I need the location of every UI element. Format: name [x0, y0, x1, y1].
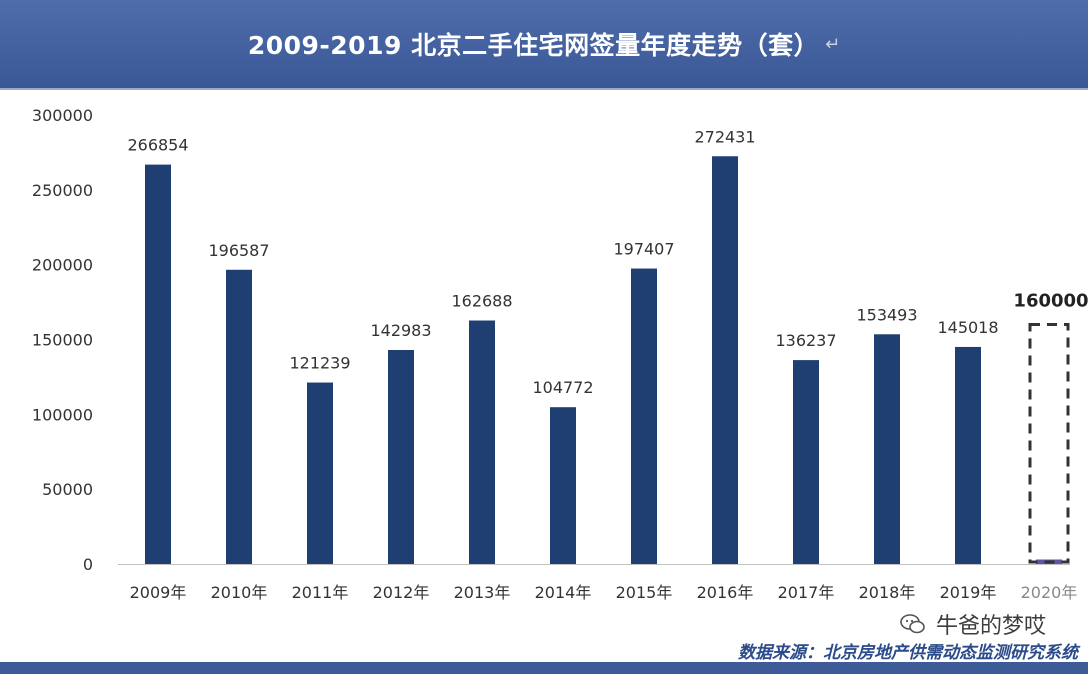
- data-label: 153493: [856, 305, 917, 324]
- data-source: 数据来源：北京房地产供需动态监测研究系统: [738, 643, 1078, 663]
- bar: [550, 407, 576, 564]
- forecast-box: [1028, 323, 1070, 564]
- y-tick-label: 150000: [32, 331, 93, 350]
- x-tick-label: 2015年: [616, 583, 673, 602]
- x-tick-label: 2012年: [373, 583, 430, 602]
- data-label: 197407: [613, 240, 674, 259]
- x-tick-label: 2013年: [454, 583, 511, 602]
- y-tick-label: 0: [83, 555, 93, 574]
- bar: [793, 360, 819, 564]
- watermark: 牛爸的梦哎: [900, 608, 1046, 640]
- watermark-text: 牛爸的梦哎: [936, 614, 1047, 639]
- x-tick-label: 2011年: [292, 583, 349, 602]
- return-mark-icon: ↵: [825, 33, 841, 55]
- data-label: 272431: [694, 127, 755, 146]
- x-tick-label: 2016年: [697, 583, 754, 602]
- x-tick-label: 2020年: [1021, 583, 1078, 602]
- data-label: 162688: [451, 292, 512, 311]
- y-tick-label: 250000: [32, 181, 93, 200]
- bar: [874, 334, 900, 564]
- footer-bar: [0, 662, 1088, 674]
- bar: [145, 164, 171, 564]
- bar: [469, 320, 495, 564]
- x-tick-label: 2018年: [859, 583, 916, 602]
- data-label: 104772: [532, 378, 593, 397]
- data-label: 142983: [370, 321, 431, 340]
- bar: [631, 268, 657, 564]
- bar-chart: 0 50000 100000 150000 200000 250000 300000 2668…: [32, 106, 1088, 602]
- data-label: 145018: [937, 318, 998, 337]
- chart-title-bar: 2009-2019 北京二手住宅网签量年度走势（套） ↵: [0, 0, 1088, 90]
- bar: [955, 346, 981, 564]
- chart-title: 2009-2019 北京二手住宅网签量年度走势（套）: [247, 31, 820, 60]
- x-tick-label: 2014年: [535, 583, 592, 602]
- x-tick-label: 2009年: [130, 583, 187, 602]
- x-tick-label: 2010年: [211, 583, 268, 602]
- x-tick-label: 2019年: [940, 583, 997, 602]
- bar: [307, 382, 333, 564]
- bar: [226, 269, 252, 564]
- data-label: 266854: [127, 136, 188, 155]
- y-tick-label: 300000: [32, 106, 93, 125]
- forecast-label: 160000: [1013, 291, 1088, 312]
- y-tick-label: 100000: [32, 405, 93, 424]
- data-label: 136237: [775, 331, 836, 350]
- y-tick-label: 200000: [32, 256, 93, 275]
- bar: [712, 156, 738, 564]
- data-label: 121239: [289, 354, 350, 373]
- data-label: 196587: [208, 241, 269, 260]
- y-tick-label: 50000: [42, 480, 93, 499]
- x-tick-label: 2017年: [778, 583, 835, 602]
- bar: [388, 350, 414, 564]
- wechat-icon: [900, 614, 925, 634]
